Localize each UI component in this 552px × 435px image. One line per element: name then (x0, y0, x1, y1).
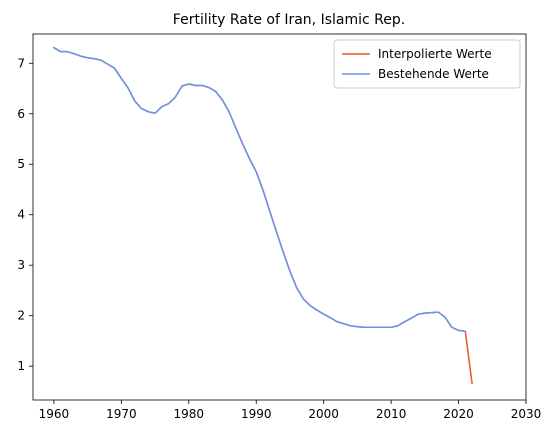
plot-frame (32, 33, 527, 401)
y-axis: 1 2 3 4 5 6 7 (17, 56, 33, 373)
x-tick-label: 1990 (241, 407, 272, 421)
series-line-2 (52, 46, 467, 333)
plot-lines (52, 46, 473, 385)
x-tick-label: 1960 (39, 407, 70, 421)
y-tick-label: 4 (17, 208, 25, 222)
x-tick-label: 2030 (511, 407, 542, 421)
y-tick-label: 3 (17, 258, 25, 272)
y-tick-label: 6 (17, 107, 25, 121)
x-tick-label: 2020 (443, 407, 474, 421)
y-tick-label: 2 (17, 309, 25, 323)
x-tick-label: 1980 (174, 407, 205, 421)
y-tick-label: 5 (17, 157, 25, 171)
x-tick-label: 2010 (376, 407, 407, 421)
y-tick-label: 1 (17, 359, 25, 373)
x-tick-label: 2000 (308, 407, 339, 421)
legend-label: Bestehende Werte (378, 67, 489, 81)
x-tick-label: 1970 (106, 407, 137, 421)
legend-label: Interpolierte Werte (378, 47, 492, 61)
y-tick-label: 7 (17, 56, 25, 70)
chart-title: Fertility Rate of Iran, Islamic Rep. (173, 12, 405, 28)
legend-box (333, 39, 521, 89)
series-line-1 (52, 46, 473, 385)
legend: Interpolierte Werte Bestehende Werte (333, 39, 521, 89)
x-axis: 1960 1970 1980 1990 2000 2010 2020 2030 (39, 400, 542, 421)
